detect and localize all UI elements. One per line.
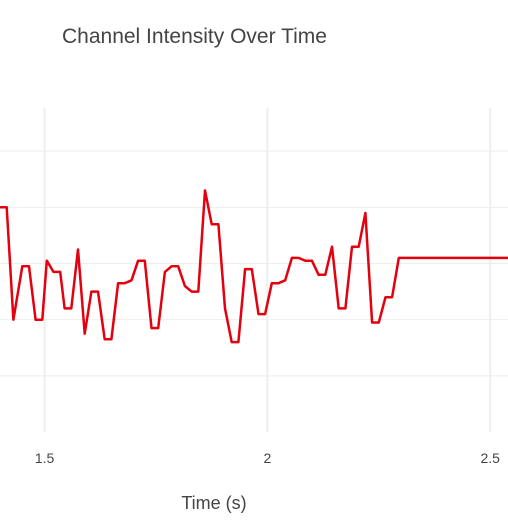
series-line-0	[0, 189, 508, 344]
grid-layer	[0, 108, 508, 432]
line-chart: 1.5 2 2.5	[0, 108, 508, 466]
series-layer	[0, 189, 508, 344]
x-tick-label-1: 2	[263, 450, 271, 466]
x-tick-labels: 1.5 2 2.5	[35, 450, 500, 466]
chart-title: Channel Intensity Over Time	[62, 25, 327, 48]
x-axis-label: Time (s)	[181, 493, 247, 513]
x-tick-label-0: 1.5	[35, 450, 55, 466]
x-tick-label-2: 2.5	[480, 450, 500, 466]
